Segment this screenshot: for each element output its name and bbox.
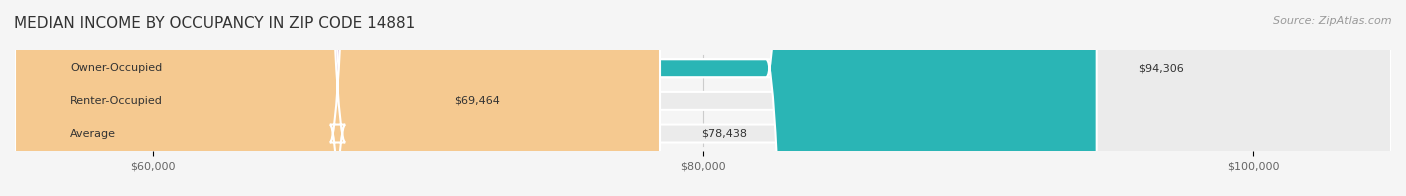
Text: $94,306: $94,306 xyxy=(1137,63,1184,73)
Text: MEDIAN INCOME BY OCCUPANCY IN ZIP CODE 14881: MEDIAN INCOME BY OCCUPANCY IN ZIP CODE 1… xyxy=(14,16,415,31)
FancyBboxPatch shape xyxy=(15,0,413,196)
Text: Owner-Occupied: Owner-Occupied xyxy=(70,63,162,73)
Text: $69,464: $69,464 xyxy=(454,96,501,106)
FancyBboxPatch shape xyxy=(15,0,659,196)
FancyBboxPatch shape xyxy=(15,0,1097,196)
Text: Source: ZipAtlas.com: Source: ZipAtlas.com xyxy=(1274,16,1392,26)
Text: Average: Average xyxy=(70,129,117,139)
FancyBboxPatch shape xyxy=(15,0,1391,196)
Text: $78,438: $78,438 xyxy=(702,129,748,139)
FancyBboxPatch shape xyxy=(15,0,1391,196)
FancyBboxPatch shape xyxy=(15,0,1391,196)
Text: Renter-Occupied: Renter-Occupied xyxy=(70,96,163,106)
